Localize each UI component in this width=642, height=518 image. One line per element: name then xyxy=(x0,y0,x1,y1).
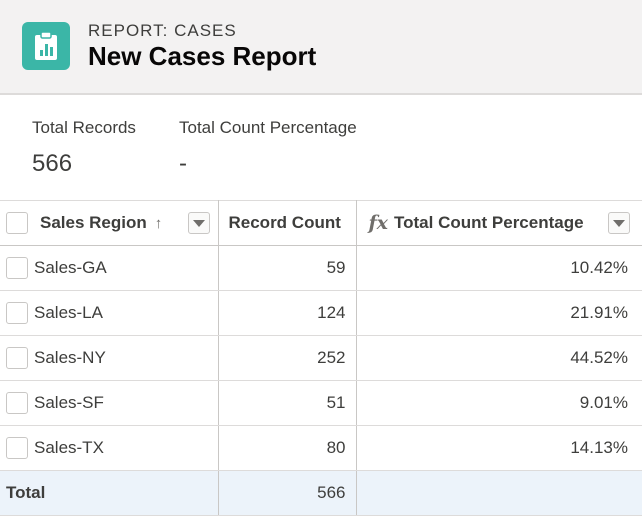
select-all-checkbox[interactable] xyxy=(6,212,28,234)
sales-region-cell: Sales-SF xyxy=(34,393,104,412)
total-label: Total xyxy=(0,470,219,516)
total-record-count: 566 xyxy=(218,470,357,516)
report-table: Sales Region ↑ Record Count fx Total Cou… xyxy=(0,200,642,516)
row-checkbox[interactable] xyxy=(6,347,28,369)
sales-region-header-label: Sales Region xyxy=(40,213,147,232)
total-count-percentage-cell: 21.91% xyxy=(356,290,642,336)
record-count-header-label: Record Count xyxy=(228,213,341,232)
page-title: New Cases Report xyxy=(88,41,317,71)
total-count-percentage-value: - xyxy=(179,150,187,177)
formula-icon: fx xyxy=(368,212,389,234)
total-row: Total 566 xyxy=(0,470,642,516)
sales-region-menu-button[interactable] xyxy=(187,212,210,234)
total-count-percentage-cell: 44.52% xyxy=(356,335,642,381)
record-count-cell: 59 xyxy=(218,245,357,291)
table-row[interactable]: Sales-TX 80 14.13% xyxy=(0,425,642,471)
report-header: REPORT: CASES New Cases Report xyxy=(0,0,642,95)
sort-ascending-icon[interactable]: ↑ xyxy=(154,214,163,232)
column-header-record-count[interactable]: Record Count xyxy=(218,200,357,246)
record-count-cell: 51 xyxy=(218,380,357,426)
total-count-percentage-menu-button[interactable] xyxy=(608,212,630,234)
table-row[interactable]: Sales-SF 51 9.01% xyxy=(0,380,642,426)
total-records-value: 566 xyxy=(32,150,73,177)
table-header-row: Sales Region ↑ Record Count fx Total Cou… xyxy=(0,200,642,246)
total-count-percentage-cell: 14.13% xyxy=(356,425,642,471)
record-count-cell: 124 xyxy=(218,290,357,336)
report-icon xyxy=(22,22,70,70)
row-checkbox[interactable] xyxy=(6,437,28,459)
chevron-down-icon xyxy=(613,219,625,227)
sales-region-cell: Sales-GA xyxy=(34,258,107,277)
sales-region-cell: Sales-NY xyxy=(34,348,106,367)
sales-region-cell: Sales-TX xyxy=(34,438,104,457)
record-count-cell: 80 xyxy=(218,425,357,471)
total-percentage-cell xyxy=(356,470,642,516)
row-checkbox[interactable] xyxy=(6,302,28,324)
column-header-total-count-percentage[interactable]: fx Total Count Percentage xyxy=(356,200,642,246)
table-row[interactable]: Sales-LA 124 21.91% xyxy=(0,290,642,336)
total-records-label: Total Records xyxy=(32,118,136,137)
record-count-cell: 252 xyxy=(218,335,357,381)
row-checkbox[interactable] xyxy=(6,257,28,279)
total-count-percentage-cell: 9.01% xyxy=(356,380,642,426)
total-count-percentage-label: Total Count Percentage xyxy=(179,118,357,137)
total-count-percentage-cell: 10.42% xyxy=(356,245,642,291)
table-row[interactable]: Sales-NY 252 44.52% xyxy=(0,335,642,381)
sales-region-cell: Sales-LA xyxy=(34,303,103,322)
table-row[interactable]: Sales-GA 59 10.42% xyxy=(0,245,642,291)
total-count-percentage-header-label: Total Count Percentage xyxy=(394,213,584,232)
row-checkbox[interactable] xyxy=(6,392,28,414)
report-type-label: REPORT: CASES xyxy=(88,21,237,40)
column-header-sales-region[interactable]: Sales Region ↑ xyxy=(0,200,219,246)
chevron-down-icon xyxy=(192,219,205,227)
